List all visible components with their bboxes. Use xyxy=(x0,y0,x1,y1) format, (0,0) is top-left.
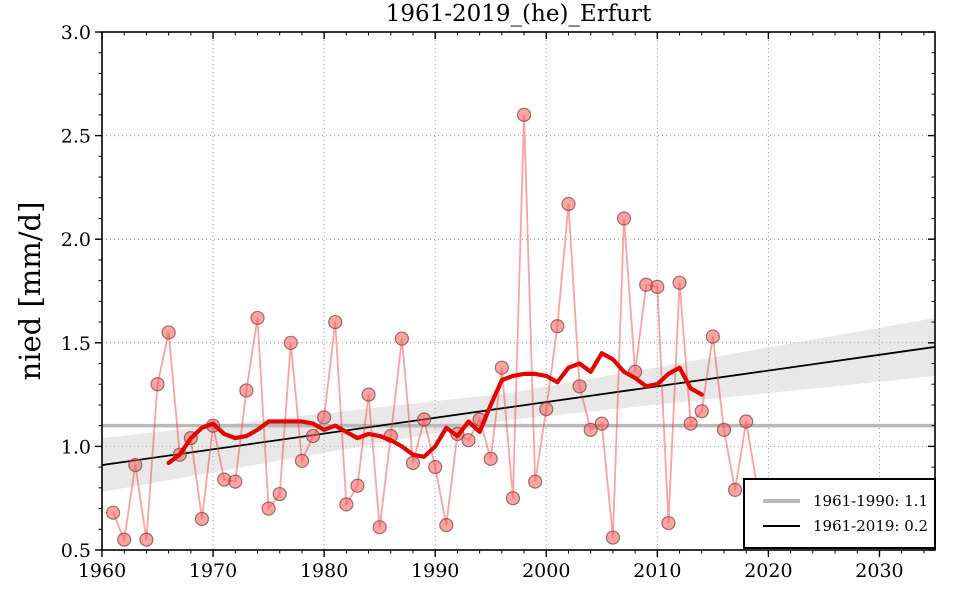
data-point xyxy=(505,491,521,506)
data-point xyxy=(694,404,709,419)
legend-label: 1961-2019: 0.2 xyxy=(813,516,929,535)
data-point xyxy=(716,422,732,437)
legend-entry: 1961-2019: 0.2 xyxy=(763,518,928,534)
data-point xyxy=(239,383,254,398)
running-mean-line xyxy=(166,351,704,466)
annual-line xyxy=(112,114,759,543)
legend-entry: 1961-1990: 1.1 xyxy=(763,493,928,509)
x-tick-label: 1990 xyxy=(411,560,459,582)
data-point xyxy=(605,530,621,545)
x-tick-label: 2010 xyxy=(633,560,681,582)
data-point xyxy=(339,497,354,512)
data-point xyxy=(483,451,498,466)
data-point xyxy=(150,377,165,392)
data-point xyxy=(228,474,243,489)
data-point xyxy=(661,515,676,531)
data-point xyxy=(194,511,210,527)
data-point xyxy=(439,518,454,533)
x-tick-label: 2030 xyxy=(855,560,903,582)
trend-line-1961-2019 xyxy=(101,346,936,466)
x-tick-label: 1970 xyxy=(189,560,237,582)
data-point xyxy=(261,501,276,516)
data-point xyxy=(294,453,310,469)
data-point xyxy=(516,107,532,122)
y-tick-label: 1.5 xyxy=(61,333,91,355)
x-tick-label: 1980 xyxy=(300,560,348,582)
x-tick-label: 2000 xyxy=(522,560,570,582)
data-point xyxy=(283,335,298,350)
data-point xyxy=(494,360,509,375)
data-point xyxy=(583,422,598,437)
data-point xyxy=(683,416,698,431)
data-point xyxy=(739,414,754,429)
data-point xyxy=(161,325,176,340)
y-tick-label: 1.0 xyxy=(61,436,91,458)
x-tick-label: 1960 xyxy=(78,560,126,582)
legend: 1961-1990: 1.1 1961-2019: 0.2 xyxy=(743,478,936,549)
data-point xyxy=(672,275,687,290)
data-point xyxy=(572,379,587,394)
data-point xyxy=(550,319,565,334)
y-tick-label: 3.0 xyxy=(61,22,91,44)
trend-confidence-band xyxy=(102,317,935,492)
data-point xyxy=(372,520,387,535)
data-point xyxy=(561,196,576,212)
data-point xyxy=(539,402,554,417)
data-point xyxy=(616,211,632,226)
chart-title: 1961-2019_(he)_Erfurt xyxy=(385,1,652,27)
data-point xyxy=(305,428,321,444)
data-point xyxy=(350,478,365,493)
data-point xyxy=(117,532,132,547)
x-tick-label: 2020 xyxy=(744,560,792,582)
axes-spines xyxy=(101,31,936,551)
data-point xyxy=(727,482,743,498)
data-point xyxy=(528,474,543,489)
data-point xyxy=(594,416,609,431)
y-tick-label: 2.0 xyxy=(61,229,91,251)
legend-label: 1961-1990: 1.1 xyxy=(813,492,929,511)
data-point xyxy=(128,457,143,473)
y-axis-label: nied [mm/d] xyxy=(13,201,47,381)
data-point xyxy=(705,329,720,344)
data-point xyxy=(405,455,421,471)
data-point xyxy=(139,532,154,547)
data-point xyxy=(250,310,265,326)
data-point xyxy=(106,505,121,520)
data-point xyxy=(361,387,376,402)
data-point xyxy=(428,460,443,475)
y-tick-label: 2.5 xyxy=(61,126,91,148)
legend-line-sample-gray xyxy=(763,499,800,504)
data-point xyxy=(328,314,343,330)
data-point xyxy=(394,331,409,346)
y-tick-label: 0.5 xyxy=(61,540,91,562)
legend-line-sample-black xyxy=(763,524,800,527)
data-point xyxy=(317,410,332,425)
data-point xyxy=(461,433,476,448)
data-point xyxy=(272,486,287,502)
data-point xyxy=(650,279,665,294)
data-point xyxy=(416,412,432,427)
